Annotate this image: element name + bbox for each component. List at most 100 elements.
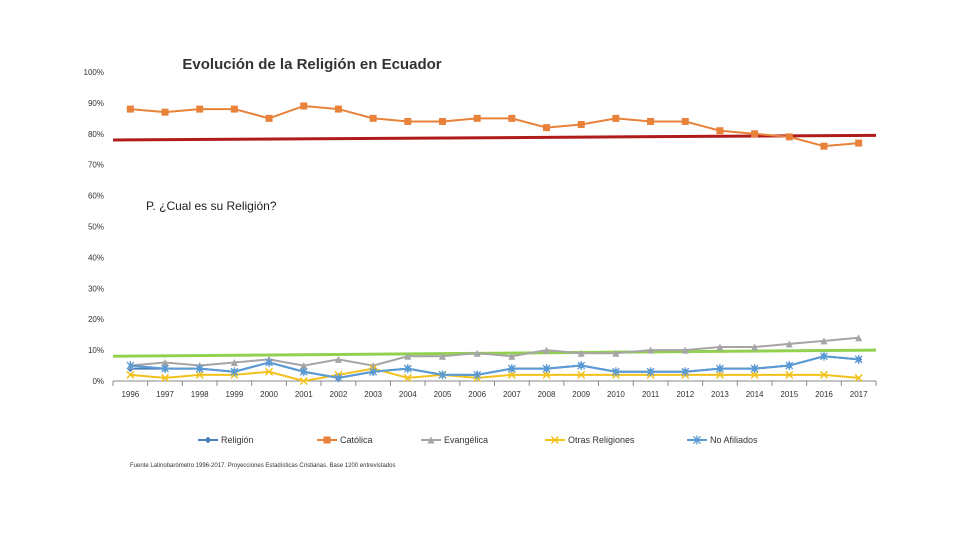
legend-marker-religión [204,436,212,444]
x-tick-label: 2006 [468,390,486,399]
data-point-no-afiliados [438,370,447,380]
series-line-católica [130,104,859,148]
data-point-otras-religiones [542,370,551,379]
y-tick-label: 50% [88,223,104,232]
data-point-evangélica [577,349,585,357]
data-point-evangélica [751,343,759,351]
data-point-no-afiliados [681,367,690,377]
x-tick-label: 1996 [121,390,139,399]
data-point-no-afiliados [715,364,724,374]
x-tick-label: 2014 [746,390,764,399]
y-tick-label: 70% [88,161,104,170]
data-point-evangélica [334,355,342,363]
y-tick-label: 80% [88,130,104,139]
data-point-evangélica [820,337,828,345]
x-tick-label: 2000 [260,390,278,399]
data-point-católica [716,127,724,135]
data-point-evangélica [300,362,308,370]
data-point-evangélica [855,334,863,342]
x-tick-label: 2016 [815,390,833,399]
data-point-otras-religiones [715,370,724,379]
x-tick-label: 2010 [607,390,625,399]
data-point-otras-religiones [750,370,759,379]
data-point-católica [265,114,273,122]
legend-label-otras-religiones: Otras Religiones [568,435,635,445]
data-point-evangélica [785,340,793,348]
trendline-evangélica [112,348,877,358]
series-line-otras-religiones [130,367,859,383]
data-point-no-afiliados [126,361,135,371]
data-point-evangélica [508,352,516,360]
y-tick-label: 60% [88,192,104,201]
data-point-evangélica [647,346,655,354]
legend-item-no-afiliados: No Afiliados [687,435,758,445]
y-tick-label: 0% [92,377,104,386]
data-point-otras-religiones [577,370,586,379]
data-point-otras-religiones [854,373,863,382]
y-tick-label: 90% [88,99,104,108]
data-point-católica [681,117,689,125]
data-point-católica [300,102,308,110]
x-tick-label: 2017 [850,390,868,399]
data-point-no-afiliados [854,354,863,364]
data-point-no-afiliados [195,364,204,374]
data-point-católica [820,142,828,150]
legend-item-otras-religiones: Otras Religiones [545,435,635,445]
chart-title: Evolución de la Religión en Ecuador [182,56,441,73]
x-tick-label: 2001 [295,390,313,399]
data-point-no-afiliados [334,373,343,383]
x-tick-label: 2011 [642,390,660,399]
data-point-evangélica [230,358,238,366]
data-point-no-afiliados [820,351,828,361]
data-point-no-afiliados [646,367,655,377]
data-point-otras-religiones [819,370,829,379]
legend-marker-evangélica [427,436,435,444]
x-tick-label: 2009 [572,390,590,399]
legend-item-católica: Católica [317,435,373,445]
data-point-evangélica [473,349,481,357]
data-point-otras-religiones [403,373,412,382]
data-point-no-afiliados [161,364,169,374]
legend: Religión Católica Evangélica Otras Religion… [198,435,758,445]
data-point-evangélica [612,349,620,357]
y-tick-label: 30% [88,284,104,293]
data-point-otras-religiones [265,367,274,376]
data-point-católica [230,105,238,113]
x-tick-label: 2005 [434,390,452,399]
chart-annotation: P. ¿Cual es su Religión? [146,199,277,213]
legend-marker-otras-religiones [550,435,560,445]
data-point-no-afiliados [542,364,551,374]
data-point-otras-religiones [299,376,308,386]
data-point-otras-religiones [785,370,794,379]
data-point-católica [647,117,655,125]
data-point-católica [438,117,446,125]
data-point-evangélica [438,352,446,360]
series-católica [126,102,863,150]
x-tick-label: 1997 [156,390,174,399]
trendlines [112,133,877,358]
data-point-no-afiliados [473,370,482,380]
data-point-católica [612,114,620,122]
legend-marker-católica [323,436,331,444]
data-point-no-afiliados [507,364,516,374]
data-point-evangélica [543,346,551,354]
data-point-otras-religiones [507,370,516,379]
data-point-no-afiliados [403,364,412,374]
data-point-católica [473,114,481,122]
series-line-no-afiliados [130,355,859,379]
x-tick-label: 2015 [780,390,798,399]
x-tick-label: 2013 [711,390,729,399]
data-point-católica [369,114,377,122]
legend-label-católica: Católica [340,435,373,445]
x-tick-label: 1998 [191,390,209,399]
y-tick-label: 20% [88,315,104,324]
data-point-católica [334,105,342,113]
x-tick-label: 2003 [364,390,382,399]
data-point-otras-religiones [160,373,170,382]
data-point-católica [785,133,793,141]
x-tick-label: 2004 [399,390,417,399]
data-point-católica [404,117,412,125]
y-tick-label: 100% [84,68,104,77]
